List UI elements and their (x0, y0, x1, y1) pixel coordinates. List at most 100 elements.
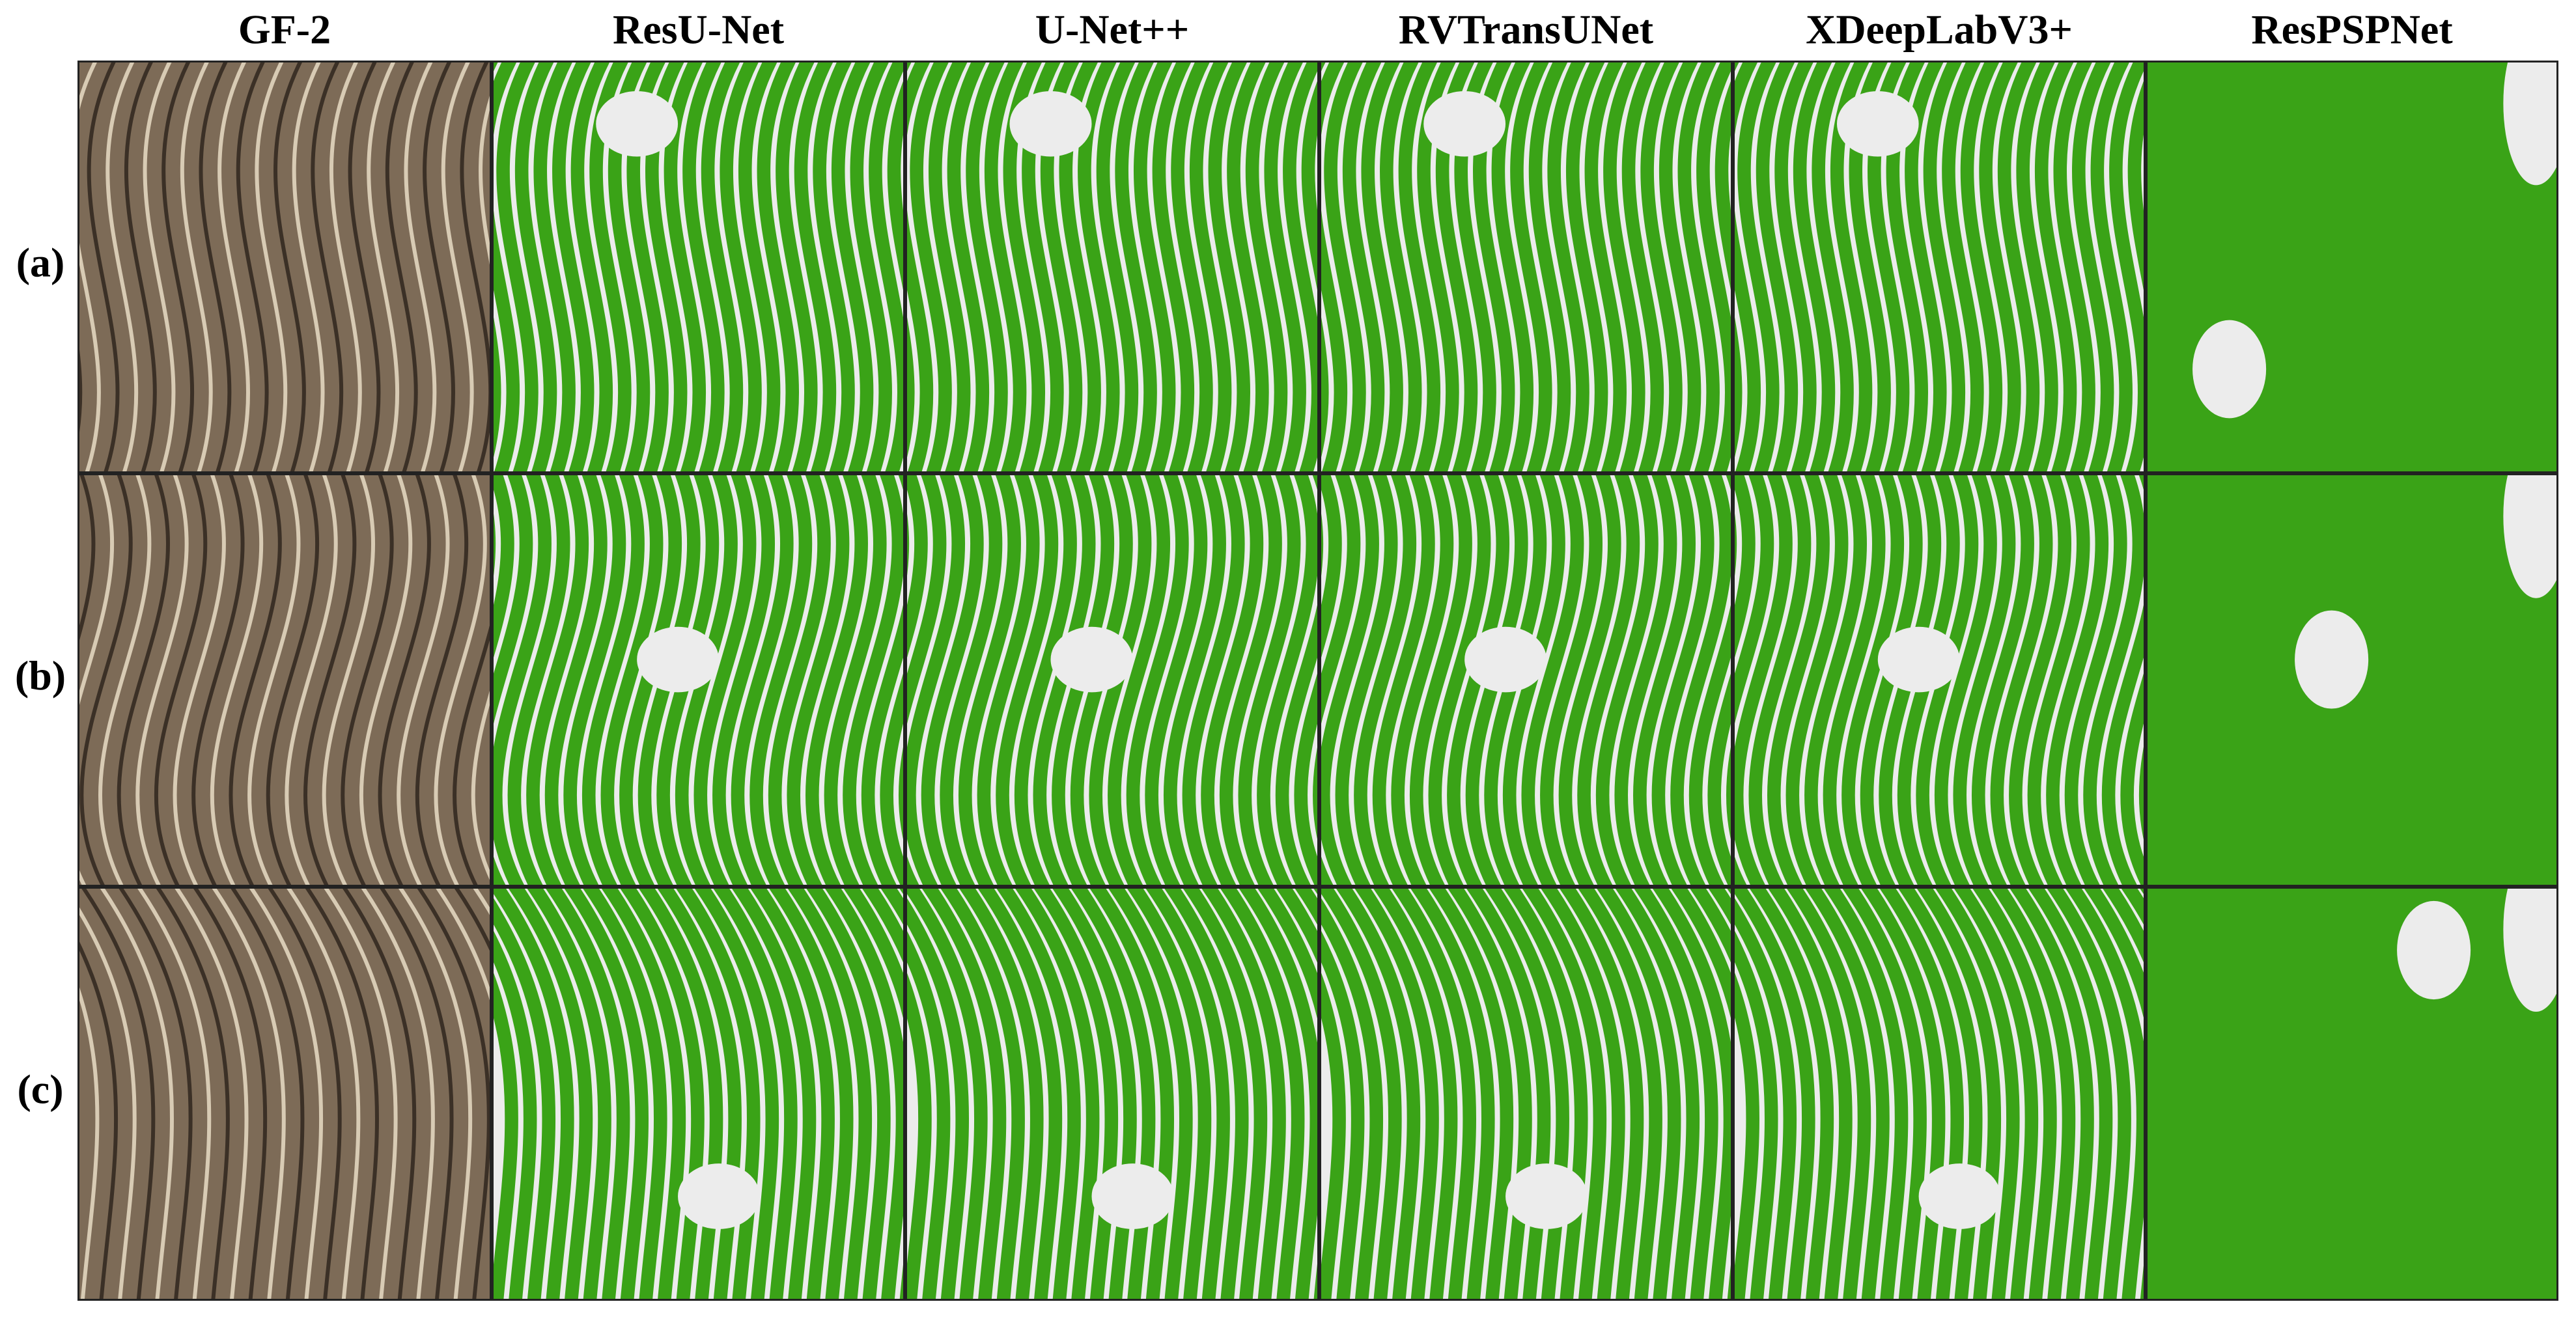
terrace-mask (1190, 62, 1232, 471)
terrace-mask (494, 973, 518, 1299)
terrace-mask (1540, 475, 1603, 885)
terrace-mask (1428, 475, 1491, 885)
terrace-mask (494, 931, 537, 1299)
terrace-mask (1972, 889, 2057, 1299)
terrace-mask (921, 889, 1007, 1299)
terrace-mask (750, 889, 835, 1299)
terrace-edge (436, 889, 490, 1001)
terrace-mask (1785, 475, 1849, 885)
terrace-mask (494, 475, 552, 885)
terrace-mask (1126, 475, 1189, 885)
terrace-edge (348, 62, 381, 471)
panel (494, 62, 903, 471)
terrace-edge (79, 907, 137, 1299)
terrace-mask (2028, 889, 2113, 1299)
terrace-mask (693, 475, 757, 885)
terrace-mask (582, 475, 645, 885)
terrace-mask (1558, 475, 1621, 885)
terrace-mask (1879, 889, 1965, 1299)
terrace-edge (322, 475, 376, 885)
panel-border (905, 887, 1319, 1301)
terrace-mask (1942, 62, 1984, 471)
background-region (1505, 1163, 1588, 1229)
terrace-mask (1089, 889, 1175, 1299)
terrace-mask (1152, 62, 1195, 471)
terrace-mask (1804, 475, 1868, 885)
terrace-mask (712, 475, 776, 885)
terrace-mask (1354, 475, 1417, 885)
terrace-mask (570, 62, 613, 471)
terrace-mask (824, 889, 903, 1299)
terrace-mask (940, 475, 1003, 885)
terrace-mask (805, 475, 868, 885)
background-region (2295, 610, 2369, 709)
terrace-mask (1748, 475, 1812, 885)
terrace-mask (1595, 475, 1659, 885)
terrace-mask (1321, 475, 1361, 885)
terrace-edge (191, 475, 245, 885)
terrace-mask (701, 62, 744, 471)
terrace-mask (1767, 475, 1830, 885)
terrace-mask (1603, 62, 1645, 471)
terrace-mask (496, 62, 539, 471)
background-region (2397, 900, 2471, 1000)
terrace-mask (1321, 475, 1379, 885)
panel-border (1733, 473, 2146, 887)
column-header: ResPSPNet (2251, 7, 2453, 53)
terrace-mask (1398, 62, 1441, 471)
background-region (1009, 90, 1092, 157)
terrace-mask (929, 62, 971, 471)
panel-border (77, 61, 492, 473)
terrace-mask (977, 889, 1063, 1299)
terrace-edge (273, 62, 306, 471)
terrace-mask (1651, 475, 1715, 885)
terrace-mask (1953, 475, 2016, 885)
terrace-edge (423, 62, 455, 471)
terrace-mask (776, 62, 818, 471)
terrace-mask (2083, 475, 2144, 885)
terrace-mask (563, 475, 626, 885)
terrace-mask (813, 62, 855, 471)
background-region (1091, 1163, 1174, 1229)
background-region (678, 1163, 760, 1229)
terrace-edge (81, 889, 156, 1299)
terrace-mask (1354, 889, 1439, 1299)
terrace-edge (175, 889, 249, 1299)
terrace-mask (1597, 889, 1681, 1299)
terrace-mask (1577, 475, 1640, 885)
terrace-mask (1164, 475, 1226, 885)
terrace-mask (1219, 475, 1282, 885)
terrace-mask (1342, 62, 1385, 471)
terrace-edge (441, 62, 474, 471)
terrace-mask (1990, 475, 2053, 885)
background-region (1464, 626, 1547, 693)
panel (1735, 889, 2144, 1299)
terrace-mask (880, 673, 903, 885)
terrace-edge (229, 475, 282, 885)
terrace-edge (367, 62, 399, 471)
terrace-edge (231, 889, 305, 1299)
terrace-edge (378, 475, 431, 885)
terrace-edge (268, 889, 342, 1299)
background-region (2503, 889, 2556, 1012)
terrace-mask (907, 62, 934, 471)
terrace-mask (600, 475, 664, 885)
terrace-edge (415, 475, 469, 885)
terrace-edge (361, 889, 435, 1299)
terrace-edge (385, 62, 418, 471)
terrace-mask (1201, 889, 1286, 1299)
terrace-mask (1735, 62, 1761, 471)
terrace-mask (1997, 62, 2040, 471)
terrace-mask (1372, 475, 1435, 885)
terrace-mask (1014, 475, 1077, 885)
terrace-edge (98, 475, 152, 885)
terrace-mask (1127, 889, 1212, 1299)
terrace-mask (526, 475, 589, 885)
terrace-mask (544, 475, 608, 885)
panel (907, 475, 1317, 885)
terrace-edge (79, 475, 96, 641)
terrace-mask (1391, 475, 1454, 885)
terrace-mask (907, 889, 988, 1299)
row-label: (c) (17, 1066, 63, 1113)
terrace-mask (1652, 889, 1731, 1299)
